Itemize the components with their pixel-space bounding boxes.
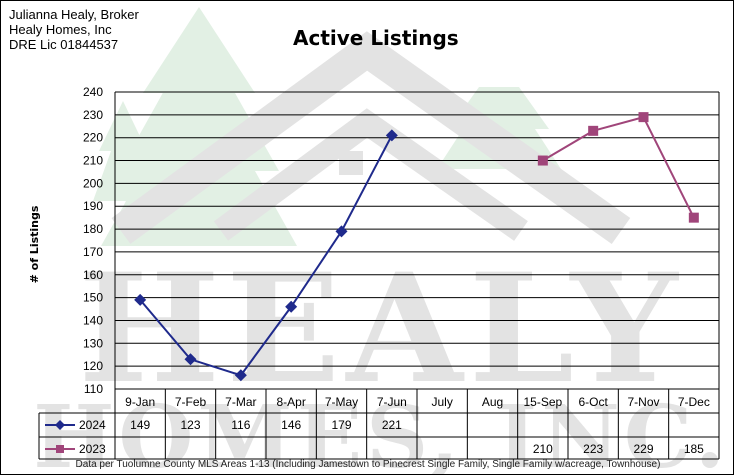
data-label-2024: 116 [231,418,250,432]
legend-label-2023: 2023 [79,442,106,456]
series-2023 [537,112,699,223]
data-point-2024 [234,369,247,382]
series-2024 [134,129,398,382]
series-line-2024 [139,134,393,377]
watermark-window [339,151,363,175]
x-tick-label: 7-Feb [175,395,207,409]
data-point-2023 [638,112,649,123]
watermark-roof [111,31,631,245]
x-tick-label: July [431,395,452,409]
data-point-2024 [285,300,298,313]
y-tick-label: 170 [83,245,103,259]
y-tick-label: 110 [84,382,103,396]
chart-title: Active Listings [293,26,459,50]
data-label-2024: 123 [180,418,200,432]
y-tick-label: 160 [83,268,103,282]
data-label-2023: 210 [533,442,553,456]
data-point-2023 [588,125,599,136]
data-point-2024 [385,129,398,142]
watermark-roof-inner [213,108,528,241]
y-tick-label: 130 [83,336,103,350]
data-point-2023 [688,212,699,223]
data-point-2024 [134,293,147,306]
x-tick-label: 6-Oct [578,395,608,409]
data-label-2024: 221 [382,418,402,432]
legend-marker-2024 [55,420,65,430]
x-tick-label: 8-Apr [276,395,305,409]
y-tick-label: 230 [83,108,103,122]
y-tick-label: 210 [83,154,103,168]
watermark-text-healy: HEALY [78,241,683,417]
y-tick-label: 180 [83,222,103,236]
data-label-2023: 223 [583,442,603,456]
broker-name: Julianna Healy, Broker [9,7,139,22]
data-point-2024 [184,353,197,366]
y-axis-title: # of Listings [28,205,41,283]
data-point-2024 [335,225,348,238]
data-label-2024: 179 [331,418,351,432]
x-tick-label: 7-May [325,395,358,409]
license-number: DRE Lic 01844537 [9,37,119,52]
x-tick-label: 9-Jan [125,395,155,409]
y-tick-label: 200 [83,176,103,190]
data-table: 9-Jan 7-Feb 7-Mar 8-Apr 7-May 7-Jun July Aug 15-… [38,388,720,460]
footnote: Data per Tuolumne County MLS Areas 1-13 … [75,459,661,470]
data-point-2023 [537,155,548,166]
y-tick-label: 140 [83,313,103,327]
x-tick-label: 7-Dec [678,395,710,409]
y-tick-label: 190 [83,199,103,213]
x-tick-label: 7-Nov [627,395,659,409]
y-tick-label: 150 [83,291,103,305]
data-label-2023: 185 [684,442,704,456]
y-tick-label: 120 [83,359,103,373]
company-name: Healy Homes, Inc [9,22,112,37]
y-tick-label: 240 [83,85,103,99]
data-label-2024: 149 [130,418,150,432]
data-label-2023: 229 [633,442,653,456]
legend-marker-2023 [56,445,64,453]
x-tick-label: 7-Jun [377,395,407,409]
watermark-tree [93,101,153,201]
data-label-2024: 146 [281,418,301,432]
series-line-2023 [542,115,695,219]
x-tick-label: 15-Sep [523,395,562,409]
y-tick-label: 220 [83,131,103,145]
x-tick-label: 7-Mar [225,395,256,409]
x-tick-label: Aug [482,395,503,409]
legend-label-2024: 2024 [79,418,106,432]
